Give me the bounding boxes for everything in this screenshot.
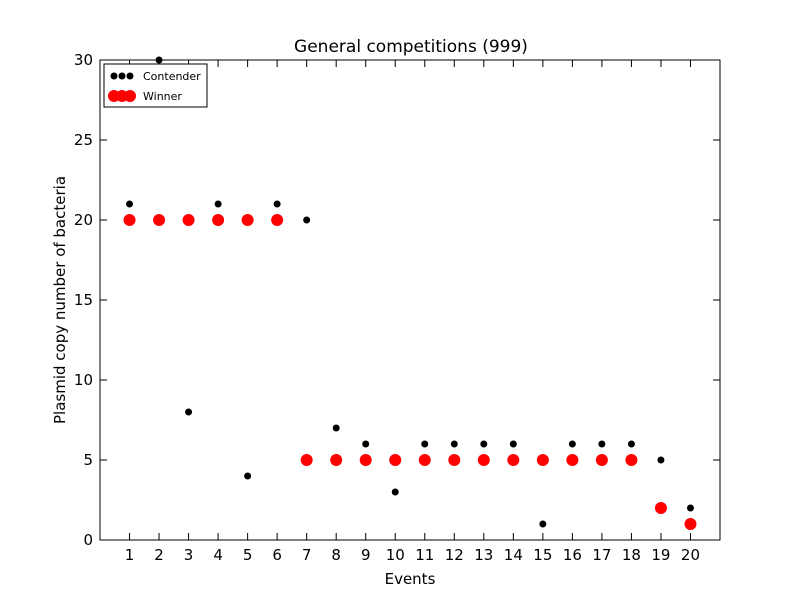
legend-label-contender: Contender [143,70,201,83]
legend-marker-contender [126,72,134,80]
y-tick-label: 5 [83,451,93,469]
legend-marker-winner [124,90,136,102]
data-point-winner [182,214,195,226]
x-tick-label: 4 [213,546,223,564]
data-point-contender [568,440,576,448]
x-tick-label: 6 [272,546,282,564]
plot-frame [99,59,721,541]
x-tick-label: 13 [474,546,493,564]
x-axis-label: Events [385,570,436,588]
x-tick-label: 18 [622,546,641,564]
y-tick-label: 15 [74,291,93,309]
x-tick-label: 2 [154,546,164,564]
legend-label-winner: Winner [143,90,182,103]
data-point-contender [509,440,517,448]
x-tick-label: 1 [125,546,135,564]
data-point-contender [539,520,547,528]
x-tick-label: 7 [302,546,312,564]
x-tick-label: 16 [563,546,582,564]
data-point-winner [654,502,667,514]
data-point-contender [244,472,252,480]
legend-marker-contender [110,72,118,80]
x-tick-label: 8 [331,546,341,564]
plot-area: 1 2 3 4 5 6 7 8 9 10 11 12 13 14 15 16 17 18 19 20051015202… [74,51,721,564]
x-tick-label: 17 [592,546,611,564]
chart-title: General competitions (999) [294,37,528,57]
x-tick-label: 5 [243,546,253,564]
data-point-winner [507,454,520,466]
data-point-winner [566,454,579,466]
x-tick-label: 11 [415,546,434,564]
data-point-contender [627,440,635,448]
data-point-winner [153,214,166,226]
data-point-contender [332,424,340,432]
x-tick-label: 20 [681,546,700,564]
x-tick-label: 15 [533,546,552,564]
data-point-contender [450,440,458,448]
data-point-winner [595,454,608,466]
data-point-winner [212,214,225,226]
data-point-winner [330,454,343,466]
data-point-winner [625,454,638,466]
data-point-winner [448,454,461,466]
legend-marker-contender [118,72,126,80]
x-tick-label: 9 [361,546,371,564]
data-point-contender [185,408,193,416]
data-point-winner [359,454,372,466]
data-point-contender [686,504,694,512]
y-tick-label: 20 [74,211,93,229]
data-point-contender [273,200,281,208]
data-point-winner [389,454,402,466]
data-point-winner [536,454,549,466]
data-point-winner [241,214,254,226]
data-point-contender [214,200,222,208]
x-tick-label: 19 [651,546,670,564]
y-tick-label: 0 [83,531,93,549]
data-point-contender [362,440,370,448]
y-tick-label: 25 [74,131,93,149]
data-point-contender [598,440,606,448]
y-tick-label: 30 [74,51,93,69]
data-point-contender [303,216,311,224]
x-tick-label: 14 [504,546,523,564]
y-tick-label: 10 [74,371,93,389]
data-point-contender [480,440,488,448]
x-tick-label: 3 [184,546,194,564]
data-point-contender [391,488,399,496]
x-tick-label: 10 [386,546,405,564]
data-point-contender [126,200,134,208]
legend: Contender Winner [103,63,208,108]
data-point-winner [271,214,284,226]
x-tick-label: 12 [445,546,464,564]
data-point-contender [421,440,429,448]
data-point-winner [684,518,697,530]
data-point-winner [477,454,490,466]
data-point-winner [300,454,313,466]
data-point-winner [418,454,431,466]
data-point-contender [657,456,665,464]
y-axis-label: Plasmid copy number of bacteria [51,176,69,424]
data-point-winner [123,214,136,226]
